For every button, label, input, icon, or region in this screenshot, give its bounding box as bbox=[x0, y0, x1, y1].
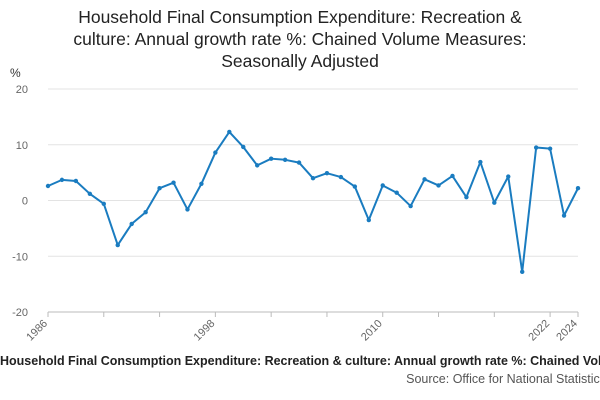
y-axis: 20 10 0 -10 -20 bbox=[12, 84, 28, 319]
data-point bbox=[436, 183, 441, 188]
data-point bbox=[73, 178, 79, 184]
data-point bbox=[506, 174, 511, 179]
data-point bbox=[310, 176, 316, 181]
data-point bbox=[394, 190, 399, 195]
data-point bbox=[450, 173, 455, 179]
y-tick-label: 20 bbox=[16, 84, 28, 96]
data-point bbox=[255, 163, 260, 168]
series bbox=[45, 129, 581, 275]
y-tick-label: 10 bbox=[16, 140, 28, 152]
data-point bbox=[520, 269, 525, 275]
data-point bbox=[478, 159, 483, 165]
data-point bbox=[213, 150, 218, 155]
data-point bbox=[380, 183, 385, 188]
chart-title: Household Final Consumption Expenditure:… bbox=[0, 6, 600, 72]
x-tick-label: 2022 bbox=[526, 318, 552, 344]
data-point bbox=[492, 200, 497, 205]
x-tick-label: 2024 bbox=[554, 318, 580, 344]
y-tick-label: 0 bbox=[22, 196, 28, 208]
footer-source: Source: Office for National Statistics bbox=[406, 372, 600, 386]
y-tick-label: -10 bbox=[12, 251, 28, 263]
data-point bbox=[227, 129, 232, 135]
data-point bbox=[143, 210, 148, 215]
gridlines bbox=[48, 88, 578, 257]
data-point bbox=[199, 181, 204, 186]
data-point bbox=[129, 221, 134, 227]
y-tick-label: -20 bbox=[12, 307, 28, 319]
data-point bbox=[185, 207, 190, 212]
chart-title-line-2: culture: Annual growth rate %: Chained V… bbox=[73, 29, 527, 49]
x-axis-tick-labels: 1986 1998 2010 2022 2024 bbox=[24, 318, 580, 344]
x-axis bbox=[47, 311, 579, 317]
data-point bbox=[561, 213, 567, 218]
x-tick-label: 1986 bbox=[24, 318, 50, 344]
x-tick-label: 1998 bbox=[192, 318, 218, 344]
data-point bbox=[59, 177, 65, 183]
data-point bbox=[324, 170, 330, 176]
data-point bbox=[241, 144, 246, 150]
data-point bbox=[352, 184, 358, 189]
data-point bbox=[366, 217, 371, 223]
data-point bbox=[422, 177, 427, 182]
data-point bbox=[296, 160, 302, 165]
chart-title-line-1: Household Final Consumption Expenditure:… bbox=[78, 7, 522, 27]
y-axis-unit-label: % bbox=[10, 66, 21, 80]
data-point bbox=[45, 183, 51, 189]
data-point bbox=[87, 191, 93, 197]
chart-title-line-3: Seasonally Adjusted bbox=[221, 51, 379, 71]
data-point bbox=[115, 242, 120, 248]
data-point bbox=[408, 203, 413, 209]
data-point bbox=[268, 156, 274, 161]
x-tick-label: 2010 bbox=[359, 318, 385, 344]
data-point bbox=[101, 201, 106, 207]
data-point bbox=[157, 186, 162, 191]
footer-caption: Household Final Consumption Expenditure:… bbox=[0, 354, 600, 368]
series-line bbox=[47, 130, 579, 273]
data-point bbox=[171, 180, 176, 185]
data-point bbox=[575, 186, 581, 191]
data-point bbox=[464, 194, 469, 200]
data-point bbox=[338, 174, 344, 180]
data-point bbox=[282, 157, 288, 163]
data-point bbox=[533, 145, 539, 150]
data-point bbox=[547, 146, 553, 151]
